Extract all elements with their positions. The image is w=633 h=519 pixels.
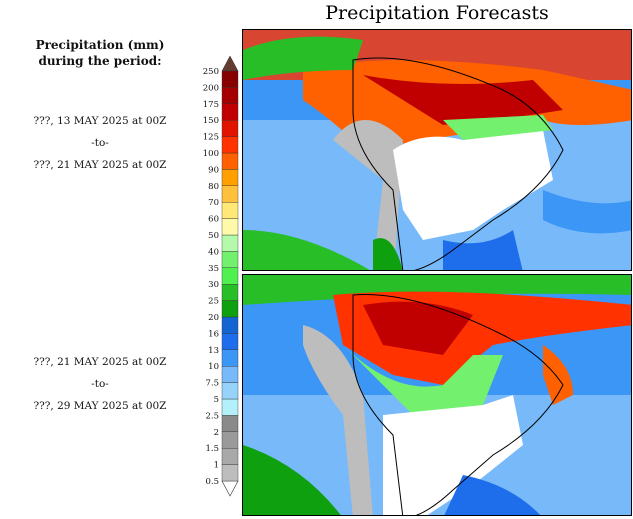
scale-swatch [221,70,239,88]
scale-swatch [221,169,239,187]
scale-tick-label: 40 [208,247,219,257]
period-start: ???, 21 MAY 2025 at 00Z [33,356,167,368]
scale-tick-label: 125 [203,133,219,143]
scale-swatch [221,431,239,449]
scale-tick-label: 1 [214,461,219,471]
scale-swatch [221,415,239,432]
scale-tick-label: 80 [208,182,219,192]
scale-tick-label: 250 [203,67,219,77]
period-1-label: ???, 13 MAY 2025 at 00Z -to- ???, 21 MAY… [0,110,200,176]
scale-tick-label: 70 [208,198,219,208]
period-end: ???, 29 MAY 2025 at 00Z [33,400,167,412]
forecast-map-period-1 [242,29,632,271]
period-start: ???, 13 MAY 2025 at 00Z [33,115,167,127]
color-scale-bar: 0.5 1 1.5 2 2.5 5 7.5 10 13 16 20 25 30 35 40 50 60 70 80 9… [203,55,239,497]
scale-tick-label: 30 [208,280,219,290]
scale-tick-label: 7.5 [205,379,219,389]
period-2-label: ???, 21 MAY 2025 at 00Z -to- ???, 29 MAY… [0,351,200,417]
scale-tick-label: 20 [208,313,219,323]
scale-tick-label: 2 [214,428,219,438]
legend-title-line2: during the period: [38,54,162,68]
scale-swatch [221,316,239,334]
scale-tick-label: 50 [208,231,219,241]
scale-swatch [221,267,239,285]
scale-swatch [221,349,239,367]
scale-tick-label: 16 [208,329,219,339]
scale-swatch [221,234,239,252]
scale-swatch [221,185,239,203]
scale-tick-label: 200 [203,83,219,93]
scale-swatch [221,382,239,400]
scale-swatch [221,136,239,154]
scale-tick-label: 13 [208,346,219,356]
scale-swatch [221,333,239,350]
scale-tick-label: 10 [208,362,219,372]
scale-swatch [221,300,239,318]
scale-tick-label: 60 [208,215,219,225]
page-title: Precipitation Forecasts [325,2,549,24]
scale-swatch [221,119,239,137]
scale-swatch [221,464,239,482]
scale-max-triangle [221,55,239,72]
scale-swatch [221,152,239,170]
scale-swatch [221,87,239,105]
scale-swatch [221,251,239,268]
period-separator: -to- [91,137,109,149]
scale-tick-label: 175 [203,100,219,110]
scale-swatch [221,201,239,219]
scale-min-triangle [221,480,239,497]
scale-tick-label: 5 [214,395,219,405]
scale-swatch [221,448,239,465]
scale-tick-label: 2.5 [205,411,219,421]
scale-tick-label: 90 [208,165,219,175]
legend-title-line1: Precipitation (mm) [35,38,165,52]
scale-swatch [221,283,239,301]
scale-tick-label: 0.5 [205,477,219,487]
scale-swatch [221,398,239,416]
scale-swatch [221,366,239,383]
scale-tick-label: 25 [208,297,219,307]
scale-tick-label: 1.5 [205,444,219,454]
period-end: ???, 21 MAY 2025 at 00Z [33,159,167,171]
scale-tick-label: 100 [203,149,219,159]
legend-title: Precipitation (mm) during the period: [0,37,200,69]
scale-swatch [221,103,239,121]
scale-tick-label: 150 [203,116,219,126]
scale-swatch [221,218,239,236]
scale-tick-label: 35 [208,264,219,274]
forecast-map-period-2 [242,274,632,516]
period-separator: -to- [91,378,109,390]
